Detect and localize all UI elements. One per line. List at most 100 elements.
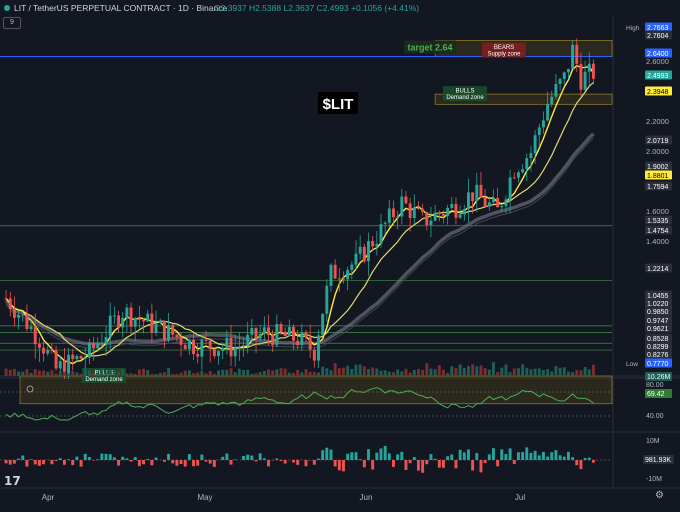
osc-bar [496,460,499,466]
osc-bar [475,453,478,460]
price-tag: 0.9850 [645,307,672,316]
osc-bar [13,460,16,464]
osc-bar [130,460,133,462]
osc-bar [234,459,237,460]
candle-body [192,340,195,354]
volume-bar [305,369,308,376]
volume-bar [100,368,103,376]
osc-bar [109,454,112,460]
price-tag-value: 2.4993 [647,73,669,80]
candle-body [413,207,416,218]
osc-bar [455,460,458,468]
volume-bar [80,374,83,376]
candle-body [305,332,308,337]
candle-body [355,254,358,265]
osc-bar [517,452,520,460]
osc-bar [267,460,270,466]
osc-bar [317,459,320,460]
candle-body [121,318,124,328]
candle-body [163,321,166,340]
candle-body [9,298,12,309]
volume-bar [150,374,153,376]
volume-bar [59,371,62,376]
osc-bar [509,448,512,460]
osc-bar [342,460,345,471]
osc-bar [221,457,224,460]
volume-bar [446,373,449,376]
volume-bar [242,370,245,376]
volume-bar [121,369,124,376]
osc-bar [171,460,174,463]
settings-gear-icon[interactable]: ⚙ [655,490,664,501]
price-tag: 0.8299 [645,342,672,351]
candle-body [263,327,266,334]
volume-bar [209,371,212,376]
price-tag-value: 2.0719 [647,138,669,145]
osc-bar [200,455,203,460]
osc-bar [325,448,328,460]
osc-bar [405,460,408,470]
volume-bar [542,370,545,376]
ma-band-line [6,138,593,348]
volume-bar [284,369,287,376]
candle-body [309,337,312,349]
candle-body [238,347,241,348]
candle-body [105,337,108,343]
price-axis-tick: 1.6000 [646,207,669,216]
candle-body [42,348,45,354]
candle-body [246,335,249,346]
price-tag: 1.0220 [645,299,672,308]
osc-bar [392,460,395,467]
osc-bar [259,453,262,460]
osc-bar [188,454,191,460]
volume-bar [421,370,424,376]
osc-bar [21,455,24,460]
candle-body [230,338,233,357]
volume-bar [205,373,208,376]
volume-bar [475,366,478,376]
candle-body [34,327,37,344]
osc-bar [446,456,449,460]
osc-bar [50,460,53,464]
candle-body [380,224,383,244]
candle-body [92,343,95,348]
volume-bar [375,369,378,376]
indicator-count-badge[interactable]: 9 [3,17,21,29]
symbol-title[interactable]: LIT / TetherUS PERPETUAL CONTRACT · 1D ·… [14,0,227,16]
osc-bar [96,459,99,460]
osc-bar [296,460,299,465]
osc-bar [225,454,228,460]
price-tag-value: 1.4754 [647,228,669,235]
volume-bar [396,369,399,376]
volume-bar [567,372,570,376]
volume-bar [296,370,299,376]
volume-bar [330,370,333,376]
osc-bar [409,460,412,463]
candle-body [275,324,278,345]
candle-body [517,172,520,177]
price-tag: 1.0455 [645,291,672,300]
price-axis-tick: 2.0000 [646,147,669,156]
candle-body [134,318,137,326]
osc-bar [17,459,20,460]
volume-bar [588,369,591,376]
chart-title: $LIT [323,96,354,113]
volume-bar [25,369,28,376]
chart-header: LIT / TetherUS PERPETUAL CONTRACT · 1D ·… [0,0,680,16]
price-tag: 1.4754 [645,226,672,235]
osc-bar [113,457,116,460]
osc-bar [367,449,370,460]
osc-bar [571,457,574,460]
tradingview-logo-icon[interactable]: 17 [4,474,21,488]
volume-bar [275,369,278,376]
price-tag-value: 1.5335 [647,218,669,225]
price-tag: 0.8276 [645,350,672,359]
candle-body [184,345,187,349]
candle-body [200,340,203,357]
volume-bar [117,372,120,376]
price-tag: 1.2214 [645,264,672,273]
